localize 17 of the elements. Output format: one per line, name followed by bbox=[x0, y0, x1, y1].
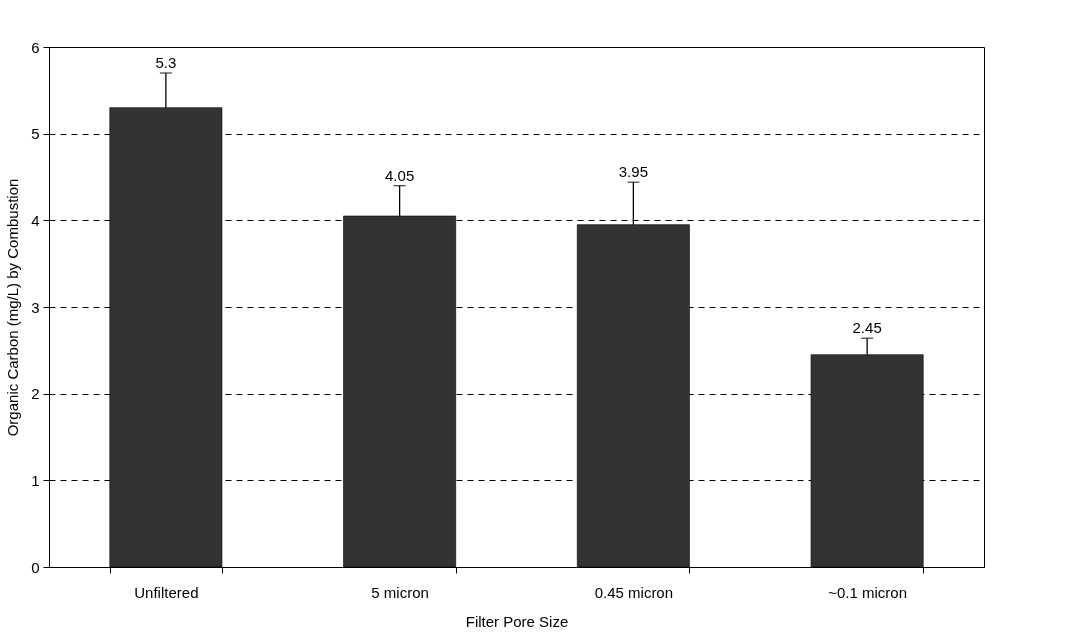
y-tick-label: 6 bbox=[31, 38, 40, 56]
data-label: 4.05 bbox=[385, 166, 415, 184]
x-tick-label: ~0.1 micron bbox=[828, 583, 908, 601]
data-label: 3.95 bbox=[618, 163, 648, 181]
data-label: 2.45 bbox=[852, 319, 882, 337]
x-tick-label: Unfiltered bbox=[134, 583, 199, 601]
x-tick-label: 0.45 micron bbox=[594, 583, 674, 601]
y-tick-label: 0 bbox=[31, 558, 40, 576]
y-tick-label: 1 bbox=[31, 471, 40, 489]
x-axis-title: Filter Pore Size bbox=[465, 612, 569, 630]
y-tick-label: 4 bbox=[31, 211, 40, 229]
y-tick-label: 2 bbox=[31, 385, 40, 403]
y-tick-label: 3 bbox=[31, 298, 40, 316]
data-label: 5.3 bbox=[155, 54, 177, 71]
y-axis-title: Organic Carbon (mg/L) by Combustion bbox=[4, 178, 22, 437]
y-tick-label: 5 bbox=[31, 125, 40, 143]
x-tick-label: 5 micron bbox=[371, 583, 429, 601]
